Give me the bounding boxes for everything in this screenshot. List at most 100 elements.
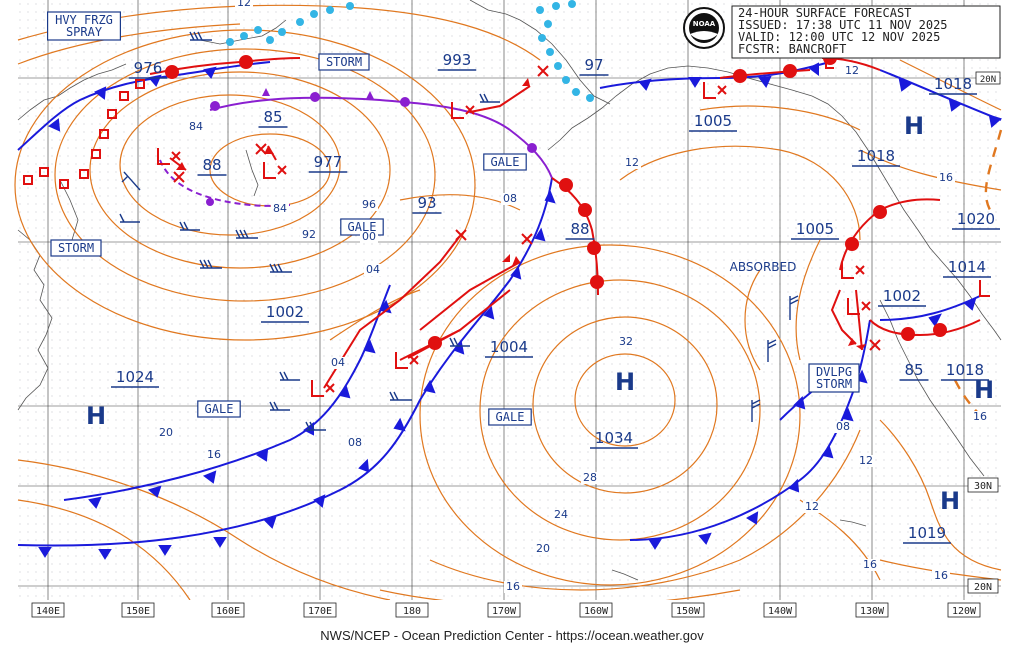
isobar-value-bg	[857, 455, 875, 467]
noaa-logo-text: NOAA	[693, 20, 716, 28]
isobar-value-bg	[623, 157, 641, 169]
isobar-value: 28	[583, 471, 597, 484]
lon-label-box	[121, 602, 155, 618]
isobar-value-bg	[971, 411, 989, 423]
lon-label: 160W	[584, 606, 609, 617]
pressure-label: 1018	[946, 361, 984, 379]
pressure-label: 1024	[116, 368, 154, 386]
occluded-front	[159, 88, 553, 207]
lat-label-30n: 30N	[974, 481, 992, 492]
lon-label-box	[31, 602, 65, 618]
pressure-label: 1014	[948, 258, 986, 276]
arrowheads	[176, 78, 866, 350]
lon-label-box	[579, 602, 613, 618]
high-center-label: H	[940, 487, 960, 515]
isobar-value-bg	[360, 199, 378, 211]
isobar-value-bg	[329, 357, 347, 369]
isobars	[14, 4, 1002, 608]
isobar-value-bg	[235, 0, 253, 9]
pressure-label: 85	[904, 361, 923, 379]
pressure-label: 1005	[796, 220, 834, 238]
lon-label-box	[211, 602, 245, 618]
lat-lon-grid	[18, 0, 1001, 600]
isobar-value-bg	[803, 501, 821, 513]
isobar-value-bg	[205, 449, 223, 461]
boxed-label: GALE	[483, 153, 527, 171]
freezing-spray-boxes	[23, 79, 145, 189]
lat-label-top: 20N	[980, 75, 996, 85]
isobar-value: 16	[506, 580, 520, 593]
isobar-value: 20	[536, 542, 550, 555]
lon-label: 140E	[36, 606, 60, 617]
header-line-1: 24-HOUR SURFACE FORECAST	[738, 6, 911, 20]
isobar-value-bg	[501, 193, 519, 205]
isobar-value-bg	[617, 336, 635, 348]
pressure-label: 1019	[908, 524, 946, 542]
pressure-label: 1002	[266, 303, 304, 321]
header-line-3: VALID: 12:00 UTC 12 NOV 2025	[738, 30, 940, 44]
latitude-axis: 30N 20N 20N	[967, 71, 1001, 594]
boxed-label-text: HVY FRZG	[55, 13, 113, 27]
boxed-label-text: DVLPG	[816, 365, 852, 379]
lon-label: 170W	[492, 606, 517, 617]
isobar-value-bg	[932, 570, 950, 582]
isobar-value: 00	[362, 230, 376, 243]
isobar-value-bg	[187, 121, 205, 133]
lon-label: 160E	[216, 606, 240, 617]
lon-label-box	[303, 602, 337, 618]
isobar-value-bg	[346, 437, 364, 449]
isobar-value: 12	[859, 454, 873, 467]
isobar-value: 12	[805, 500, 819, 513]
isobar-value: 84	[273, 202, 287, 215]
pressure-label: 1005	[694, 112, 732, 130]
low-pressure-centers	[157, 58, 990, 397]
pressure-label: 976	[134, 59, 163, 77]
lon-label: 150E	[126, 606, 150, 617]
lon-label: 130W	[860, 606, 885, 617]
boxed-label-text: GALE	[348, 220, 377, 234]
isobar-value-bg	[157, 427, 175, 439]
pressure-label: 1018	[857, 147, 895, 165]
high-center-label: H	[974, 376, 994, 404]
pressure-label: 88	[570, 220, 589, 238]
wind-barbs	[119, 31, 799, 431]
pressure-label: 993	[443, 51, 472, 69]
lon-label: 120W	[952, 606, 977, 617]
isobar-value: 16	[207, 448, 221, 461]
isobar-value: 12	[845, 64, 859, 77]
boxed-label-text: GALE	[205, 402, 234, 416]
pressure-label: 93	[417, 194, 436, 212]
lon-label-box	[763, 602, 797, 618]
pressure-label: 88	[202, 156, 221, 174]
noaa-logo-icon: NOAA	[683, 7, 725, 49]
isobar-value-bg	[843, 65, 861, 77]
footer-credit: NWS/NCEP - Ocean Prediction Center - htt…	[320, 628, 704, 643]
boxed-label-text: GALE	[496, 410, 525, 424]
isobar-value-bg	[300, 229, 318, 241]
pressure-label: 97	[584, 56, 603, 74]
isobar-value: 24	[554, 508, 568, 521]
lon-label: 180	[403, 606, 421, 617]
lon-label: 140W	[768, 606, 793, 617]
lon-label-box	[947, 602, 981, 618]
pressure-label: 1002	[883, 287, 921, 305]
isobar-value: 08	[503, 192, 517, 205]
isobar-value: 16	[973, 410, 987, 423]
isobar-value: 92	[302, 228, 316, 241]
pressure-label: 1034	[595, 429, 633, 447]
boxed-label-text-2: STORM	[816, 377, 852, 391]
isobar-value: 08	[348, 436, 362, 449]
pressure-label: 1004	[490, 338, 528, 356]
boxed-label: STORM	[318, 53, 370, 71]
isobar-value-bg	[937, 172, 955, 184]
isobar-value: 16	[863, 558, 877, 571]
isobar-value-bg	[552, 509, 570, 521]
header-line-4: FCSTR: BANCROFT	[738, 42, 846, 56]
isobar-value: 16	[934, 569, 948, 582]
high-center-label: H	[904, 112, 924, 140]
ice-edge	[226, 0, 594, 102]
isobar-value-bg	[534, 543, 552, 555]
